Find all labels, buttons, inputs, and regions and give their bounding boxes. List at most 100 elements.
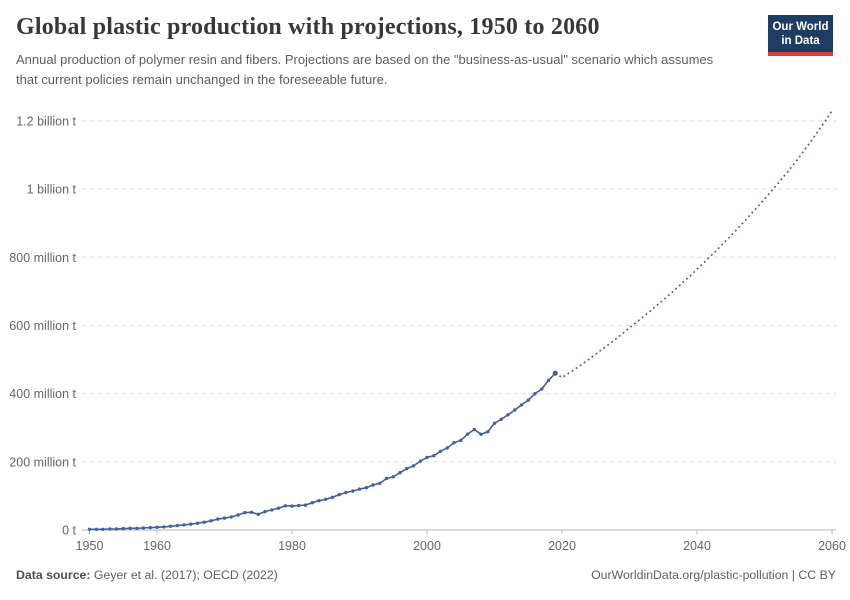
owid-logo[interactable]: Our World in Data bbox=[768, 15, 833, 56]
y-axis-tick-label: 400 million t bbox=[9, 387, 76, 401]
data-point[interactable] bbox=[513, 408, 517, 412]
data-point[interactable] bbox=[472, 427, 476, 432]
data-point[interactable] bbox=[283, 504, 287, 508]
data-point[interactable] bbox=[492, 421, 497, 425]
data-point[interactable] bbox=[384, 476, 389, 481]
data-point[interactable] bbox=[87, 527, 92, 531]
data-point[interactable] bbox=[182, 523, 186, 527]
data-point[interactable] bbox=[533, 392, 537, 396]
x-axis-tick-label: 1960 bbox=[143, 539, 171, 553]
data-point[interactable] bbox=[411, 464, 416, 468]
data-point[interactable] bbox=[276, 506, 281, 510]
data-point[interactable] bbox=[546, 378, 551, 383]
data-point[interactable] bbox=[168, 524, 173, 528]
license-label: CC BY bbox=[798, 568, 836, 582]
data-point[interactable] bbox=[135, 526, 139, 530]
chart-subtitle: Annual production of polymer resin and f… bbox=[16, 52, 714, 87]
data-point[interactable] bbox=[195, 521, 200, 525]
data-point[interactable] bbox=[519, 403, 524, 407]
data-point[interactable] bbox=[229, 515, 233, 519]
data-point[interactable] bbox=[479, 432, 483, 436]
data-point[interactable] bbox=[101, 527, 105, 531]
data-point[interactable] bbox=[162, 525, 166, 529]
data-point[interactable] bbox=[337, 492, 341, 497]
data-point[interactable] bbox=[465, 432, 470, 436]
data-point[interactable] bbox=[405, 466, 409, 471]
data-source: Data source: Geyer et al. (2017); OECD (… bbox=[16, 568, 278, 582]
data-point[interactable] bbox=[216, 517, 220, 521]
observed-line[interactable] bbox=[88, 372, 557, 531]
data-point[interactable] bbox=[486, 430, 490, 434]
data-point[interactable] bbox=[303, 503, 308, 507]
chart-footer: Data source: Geyer et al. (2017); OECD (… bbox=[16, 568, 836, 582]
data-point[interactable] bbox=[391, 475, 395, 479]
data-point[interactable] bbox=[114, 527, 119, 531]
y-axis-tick-label: 1 billion t bbox=[27, 183, 77, 197]
data-point[interactable] bbox=[364, 486, 368, 490]
data-point[interactable] bbox=[378, 481, 382, 485]
data-point[interactable] bbox=[499, 417, 503, 421]
data-point[interactable] bbox=[324, 497, 328, 501]
data-point[interactable] bbox=[540, 387, 544, 391]
data-point[interactable] bbox=[175, 523, 179, 528]
data-point[interactable] bbox=[425, 455, 429, 460]
footer-right: OurWorldinData.org/plastic-pollution | C… bbox=[591, 568, 836, 582]
owid-url-link[interactable]: OurWorldinData.org/plastic-pollution bbox=[591, 568, 789, 582]
x-axis-tick-label: 2020 bbox=[548, 539, 576, 553]
data-point[interactable] bbox=[371, 483, 375, 487]
x-axis-tick-label: 1980 bbox=[278, 539, 306, 553]
data-point[interactable] bbox=[155, 525, 159, 529]
data-point[interactable] bbox=[263, 509, 267, 514]
chart-header: Global plastic production with projectio… bbox=[16, 13, 718, 89]
data-source-label: Data source: bbox=[16, 568, 91, 582]
x-axis-tick-label: 2000 bbox=[413, 539, 441, 553]
data-point[interactable] bbox=[526, 398, 530, 402]
y-axis-tick-label: 1.2 billion t bbox=[16, 115, 76, 129]
data-point[interactable] bbox=[330, 495, 335, 499]
data-point[interactable] bbox=[209, 519, 213, 523]
y-axis-tick-label: 0 t bbox=[62, 524, 76, 538]
data-point[interactable] bbox=[506, 413, 510, 417]
data-point[interactable] bbox=[243, 510, 247, 515]
x-axis-tick-label: 2040 bbox=[683, 539, 711, 553]
data-point[interactable] bbox=[94, 527, 99, 531]
data-point[interactable] bbox=[357, 487, 362, 491]
y-axis-tick-label: 600 million t bbox=[9, 319, 76, 333]
page-title: Global plastic production with projectio… bbox=[16, 14, 600, 40]
data-point[interactable] bbox=[249, 510, 254, 514]
data-point[interactable] bbox=[452, 441, 456, 445]
data-point[interactable] bbox=[351, 489, 355, 493]
data-point[interactable] bbox=[270, 508, 274, 512]
data-point[interactable] bbox=[202, 520, 206, 524]
data-point[interactable] bbox=[189, 522, 193, 526]
owid-logo-line1: Our World bbox=[772, 21, 829, 33]
data-point[interactable] bbox=[108, 527, 112, 531]
data-point[interactable] bbox=[222, 516, 227, 520]
data-point[interactable] bbox=[256, 512, 260, 516]
data-point[interactable] bbox=[236, 513, 240, 517]
footer-separator: | bbox=[788, 568, 799, 582]
data-point[interactable] bbox=[459, 438, 463, 443]
data-point[interactable] bbox=[141, 526, 146, 530]
data-point[interactable] bbox=[310, 501, 314, 505]
y-axis-tick-label: 800 million t bbox=[9, 251, 76, 265]
data-source-value: Geyer et al. (2017); OECD (2022) bbox=[90, 568, 278, 582]
data-point[interactable] bbox=[445, 446, 449, 450]
data-point[interactable] bbox=[297, 503, 301, 508]
data-point[interactable] bbox=[121, 526, 126, 531]
data-point[interactable] bbox=[438, 449, 443, 453]
data-point[interactable] bbox=[432, 454, 436, 458]
data-point[interactable] bbox=[398, 471, 402, 475]
data-point[interactable] bbox=[317, 499, 321, 503]
data-point[interactable] bbox=[290, 504, 294, 508]
projection-line[interactable] bbox=[554, 110, 833, 379]
data-point[interactable] bbox=[344, 490, 348, 495]
x-axis-tick-label: 2060 bbox=[818, 539, 846, 553]
data-point[interactable] bbox=[128, 526, 132, 530]
data-point[interactable] bbox=[418, 459, 422, 463]
data-point[interactable] bbox=[148, 525, 152, 530]
x-axis-tick-label: 1950 bbox=[76, 539, 104, 553]
owid-logo-line2: in Data bbox=[781, 35, 820, 47]
